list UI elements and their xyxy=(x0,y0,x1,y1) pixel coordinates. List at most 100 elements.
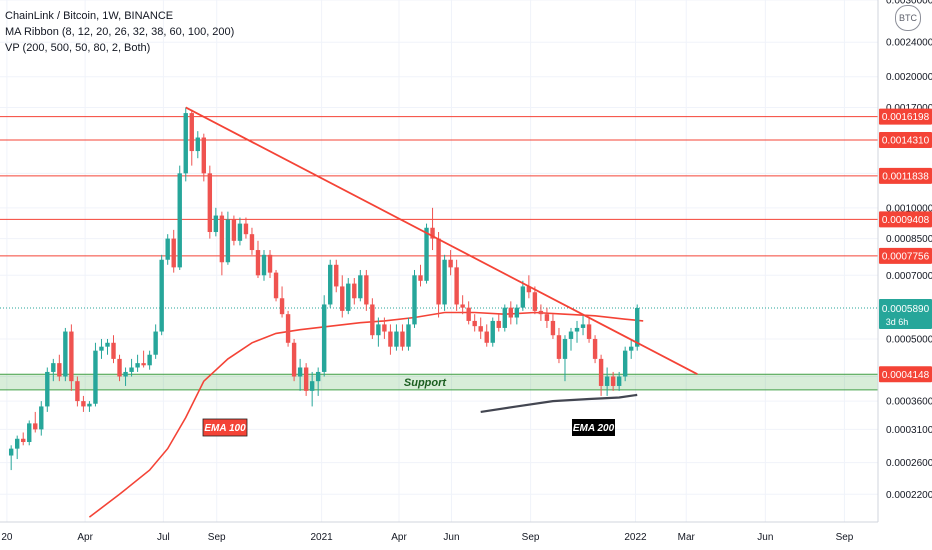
candle xyxy=(610,371,616,391)
y-axis[interactable]: 0.00300000.00240000.00200000.00170000.00… xyxy=(877,0,932,550)
candle xyxy=(87,401,92,412)
candle xyxy=(340,275,345,318)
candle xyxy=(111,335,116,364)
ema-100-text: EMA 100 xyxy=(204,423,246,434)
candle-body xyxy=(51,363,56,372)
level-price-tag-text: 0.0007756 xyxy=(882,251,930,262)
candle-body xyxy=(165,238,170,260)
candle xyxy=(334,259,339,293)
candle xyxy=(99,338,104,359)
x-tick-label: Sep xyxy=(836,532,854,543)
candle xyxy=(370,298,375,339)
level-price-tag: 0.0014310 xyxy=(879,132,932,149)
candle xyxy=(616,371,622,391)
candle-body xyxy=(237,223,243,241)
candle-body xyxy=(436,238,441,305)
x-axis[interactable]: 20 Apr Jul Sep 2021 Apr Jun Sep 2022 Mar Jun Sep xyxy=(0,521,932,550)
candle-body xyxy=(454,267,459,305)
candle-body xyxy=(129,367,134,372)
level-price-tag-bg xyxy=(879,211,932,228)
candle xyxy=(454,259,459,311)
candle-body xyxy=(334,264,339,287)
candle-body xyxy=(442,259,447,305)
candle xyxy=(249,227,255,255)
price-tags: 0.00161980.00143100.00118380.00094080.00… xyxy=(879,108,932,383)
candle-body xyxy=(586,324,592,339)
x-tick-label: Apr xyxy=(391,532,407,543)
candle xyxy=(586,317,592,343)
candle-body xyxy=(279,298,285,315)
candle xyxy=(550,314,556,339)
candle xyxy=(466,301,471,325)
ma-ribbon-label[interactable]: MA Ribbon (8, 12, 20, 26, 32, 38, 60, 10… xyxy=(5,26,235,38)
y-axis-bg xyxy=(878,0,932,550)
x-tick-label: Sep xyxy=(208,532,226,543)
candle-body xyxy=(460,304,465,308)
level-price-tag-text: 0.0011838 xyxy=(882,171,929,182)
candle xyxy=(14,435,20,460)
candle xyxy=(484,324,489,347)
candle xyxy=(81,395,86,412)
candle-body xyxy=(321,304,327,372)
candle xyxy=(303,363,309,396)
candle xyxy=(382,317,387,339)
candle-body xyxy=(99,346,104,351)
volume-profile-label[interactable]: VP (200, 500, 50, 80, 2, Both) xyxy=(5,42,151,54)
candle xyxy=(388,324,393,355)
candle xyxy=(544,307,550,328)
y-tick-label: 0.0003100 xyxy=(886,425,932,436)
y-tick-label: 0.0008500 xyxy=(886,234,932,245)
candle-body xyxy=(430,227,435,239)
candle xyxy=(279,286,285,318)
candle xyxy=(27,420,32,446)
symbol-title[interactable]: ChainLink / Bitcoin, 1W, BINANCE xyxy=(5,10,174,22)
candle xyxy=(520,280,526,311)
candle-body xyxy=(508,307,514,318)
candle-body xyxy=(153,331,158,355)
candle-body xyxy=(177,173,182,268)
candle xyxy=(352,278,357,305)
candle xyxy=(183,107,188,182)
ema-100-line xyxy=(88,311,644,518)
candle xyxy=(45,367,50,412)
ema-200-text: EMA 200 xyxy=(573,423,615,434)
current-price-text: 0.0005890 xyxy=(882,304,930,315)
y-tick-label: 0.0030000 xyxy=(886,0,932,7)
candle-body xyxy=(183,113,188,174)
candle xyxy=(622,346,628,382)
candle-body xyxy=(352,283,357,299)
candle xyxy=(207,165,213,239)
y-tick-label: 0.0010000 xyxy=(886,203,932,214)
candle-body xyxy=(33,423,38,430)
candle xyxy=(141,350,146,368)
candle xyxy=(57,354,62,382)
countdown-text: 3d 6h xyxy=(886,317,909,327)
candle-body xyxy=(201,137,207,174)
candle-body xyxy=(340,286,345,311)
currency-badge[interactable]: BTC xyxy=(895,5,921,31)
candle xyxy=(412,269,417,328)
ema-100-annotation: EMA 100 xyxy=(202,418,248,437)
candle-body xyxy=(309,381,315,391)
candle-body xyxy=(514,307,520,318)
candle-body xyxy=(490,320,495,343)
candle-body xyxy=(213,215,219,233)
support-price-tag: 0.0004148 xyxy=(879,366,932,383)
x-tick-label: Apr xyxy=(77,532,93,543)
x-tick-label: 2021 xyxy=(310,532,333,543)
candle xyxy=(69,324,74,391)
candle xyxy=(574,320,580,343)
ema-200-box xyxy=(572,419,615,436)
candle xyxy=(568,327,574,351)
candle xyxy=(255,240,261,279)
candle xyxy=(231,215,237,246)
candle xyxy=(33,411,38,433)
candle xyxy=(225,211,231,265)
candle-body xyxy=(93,350,98,404)
candle xyxy=(21,432,26,446)
trendline xyxy=(185,106,698,376)
candle-body xyxy=(580,324,586,328)
candle-body xyxy=(562,338,568,359)
candle-body xyxy=(472,320,477,327)
